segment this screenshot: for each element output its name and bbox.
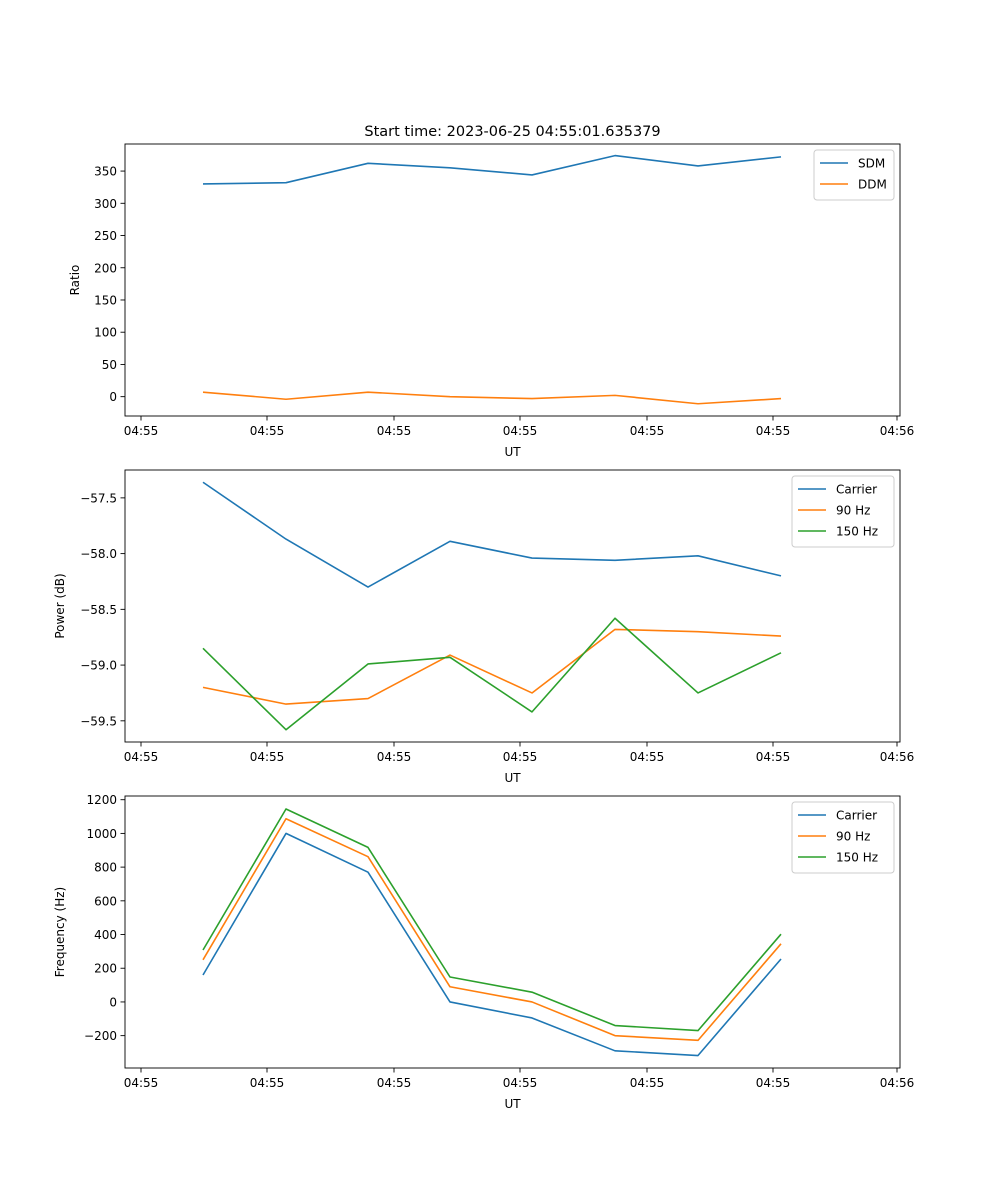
y-axis-label: Ratio bbox=[68, 265, 82, 296]
x-tick-label: 04:55 bbox=[756, 1076, 791, 1090]
axes-frame bbox=[124, 795, 901, 1069]
axes-frame bbox=[124, 469, 901, 743]
y-tick-label: 0 bbox=[109, 390, 117, 404]
chart-panel-3: 04:55 04:55 04:55 04:55 04:55 04:55 04:56 UT −20… bbox=[53, 793, 914, 1111]
legend: SDM DDM bbox=[813, 149, 895, 201]
y-tick-label: 150 bbox=[94, 293, 117, 307]
x-axis-label: UT bbox=[504, 771, 521, 785]
legend: Carrier 90 Hz 150 Hz bbox=[791, 801, 895, 874]
series-line-ddm bbox=[202, 391, 782, 405]
y-tick-label: 200 bbox=[94, 962, 117, 976]
legend-label: SDM bbox=[858, 157, 885, 171]
x-tick-label: 04:55 bbox=[756, 424, 791, 438]
y-tick-label: 250 bbox=[94, 229, 117, 243]
series-line-carrier bbox=[202, 832, 782, 1057]
y-axis-label: Frequency (Hz) bbox=[53, 887, 67, 978]
y-axis-label: Power (dB) bbox=[53, 573, 67, 638]
y-tick-label: −58.5 bbox=[80, 603, 117, 617]
x-tick-label: 04:55 bbox=[124, 750, 159, 764]
series-line-90-hz bbox=[202, 628, 782, 705]
legend-label: 90 Hz bbox=[836, 504, 870, 518]
series-line-sdm bbox=[202, 154, 782, 185]
series-line-carrier bbox=[202, 481, 782, 588]
series-line-150-hz bbox=[202, 808, 782, 1032]
x-tick-label: 04:55 bbox=[630, 1076, 665, 1090]
legend-label: 150 Hz bbox=[836, 851, 878, 865]
y-tick-label: 800 bbox=[94, 861, 117, 875]
y-tick-label: −57.5 bbox=[80, 491, 117, 505]
x-tick-label: 04:55 bbox=[250, 424, 285, 438]
y-tick-label: −59.0 bbox=[80, 659, 117, 673]
x-tick-label: 04:56 bbox=[880, 1076, 915, 1090]
x-axis-label: UT bbox=[504, 1097, 521, 1111]
y-tick-label: 200 bbox=[94, 261, 117, 275]
legend-label: 150 Hz bbox=[836, 525, 878, 539]
x-tick-label: 04:55 bbox=[250, 750, 285, 764]
y-tick-label: −59.5 bbox=[80, 714, 117, 728]
x-axis-label: UT bbox=[504, 445, 521, 459]
legend-label: 90 Hz bbox=[836, 830, 870, 844]
y-tick-label: 600 bbox=[94, 894, 117, 908]
chart-panel-1: 04:55 04:55 04:55 04:55 04:55 04:55 04:56 UT 0 50… bbox=[68, 143, 915, 459]
axes-frame bbox=[124, 143, 901, 417]
y-tick-label: 400 bbox=[94, 928, 117, 942]
y-tick-label: −58.0 bbox=[80, 547, 117, 561]
x-tick-label: 04:55 bbox=[124, 424, 159, 438]
legend-box bbox=[791, 801, 895, 874]
y-tick-label: 350 bbox=[94, 165, 117, 179]
x-tick-label: 04:56 bbox=[880, 424, 915, 438]
series-line-150-hz bbox=[202, 617, 782, 731]
y-tick-label: 1200 bbox=[86, 793, 117, 807]
y-tick-label: −200 bbox=[84, 1029, 117, 1043]
legend-label: DDM bbox=[858, 178, 887, 192]
x-tick-label: 04:55 bbox=[377, 1076, 412, 1090]
y-tick-label: 0 bbox=[109, 995, 117, 1009]
legend-label: Carrier bbox=[836, 483, 877, 497]
x-tick-label: 04:55 bbox=[503, 750, 538, 764]
y-tick-label: 50 bbox=[102, 358, 117, 372]
series-line-90-hz bbox=[202, 817, 782, 1042]
x-tick-label: 04:55 bbox=[377, 750, 412, 764]
x-tick-label: 04:55 bbox=[377, 424, 412, 438]
chart-panel-2: 04:55 04:55 04:55 04:55 04:55 04:55 04:56 UT −57… bbox=[53, 469, 915, 785]
y-tick-label: 300 bbox=[94, 197, 117, 211]
x-tick-label: 04:55 bbox=[503, 1076, 538, 1090]
x-tick-label: 04:55 bbox=[756, 750, 791, 764]
figure-title: Start time: 2023-06-25 04:55:01.635379 bbox=[364, 124, 660, 140]
legend-label: Carrier bbox=[836, 809, 877, 823]
legend-box bbox=[791, 475, 895, 548]
x-tick-label: 04:55 bbox=[503, 424, 538, 438]
x-tick-label: 04:55 bbox=[124, 1076, 159, 1090]
x-tick-label: 04:56 bbox=[880, 750, 915, 764]
y-tick-label: 1000 bbox=[86, 827, 117, 841]
y-tick-label: 100 bbox=[94, 326, 117, 340]
x-tick-label: 04:55 bbox=[630, 750, 665, 764]
x-tick-label: 04:55 bbox=[630, 424, 665, 438]
x-tick-label: 04:55 bbox=[250, 1076, 285, 1090]
legend: Carrier 90 Hz 150 Hz bbox=[791, 475, 895, 548]
